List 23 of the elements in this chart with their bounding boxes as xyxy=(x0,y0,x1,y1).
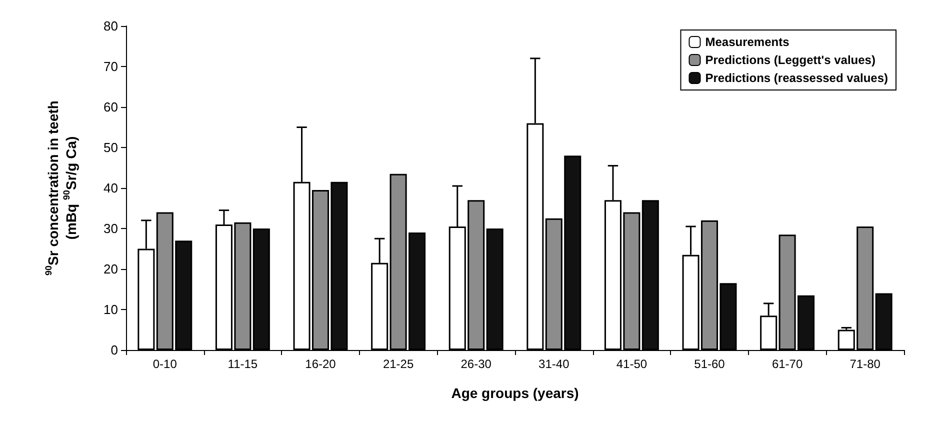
y-tick-label: 60 xyxy=(104,100,118,114)
x-axis-title: Age groups (years) xyxy=(451,385,579,401)
x-tick-label: 26-30 xyxy=(460,357,492,371)
x-tick-label: 0-10 xyxy=(152,357,178,371)
x-tick-label: 21-25 xyxy=(382,357,414,371)
y-tick-label: 20 xyxy=(104,262,118,276)
legend-label: Predictions (reassessed values) xyxy=(705,71,888,85)
x-tick-label: 16-20 xyxy=(305,357,336,371)
y-tick-label: 0 xyxy=(110,342,118,358)
x-tick-label: 41-50 xyxy=(616,357,648,371)
legend-label: Predictions (Leggett's values) xyxy=(705,53,876,67)
y-tick-label: 50 xyxy=(104,140,118,155)
y-tick-label: 40 xyxy=(104,180,118,196)
x-tick-label: 51-60 xyxy=(694,357,726,371)
x-tick-label: 71-80 xyxy=(850,357,881,371)
y-tick-label: 80 xyxy=(104,18,118,34)
legend-label: Measurements xyxy=(705,35,790,49)
x-tick-label: 61-70 xyxy=(772,357,803,371)
x-tick-label: 11-15 xyxy=(228,357,258,371)
y-tick-label: 70 xyxy=(104,59,118,74)
x-tick-label: 31-40 xyxy=(538,357,570,371)
y-tick-label: 10 xyxy=(104,302,118,317)
y-tick-label: 30 xyxy=(104,221,118,236)
